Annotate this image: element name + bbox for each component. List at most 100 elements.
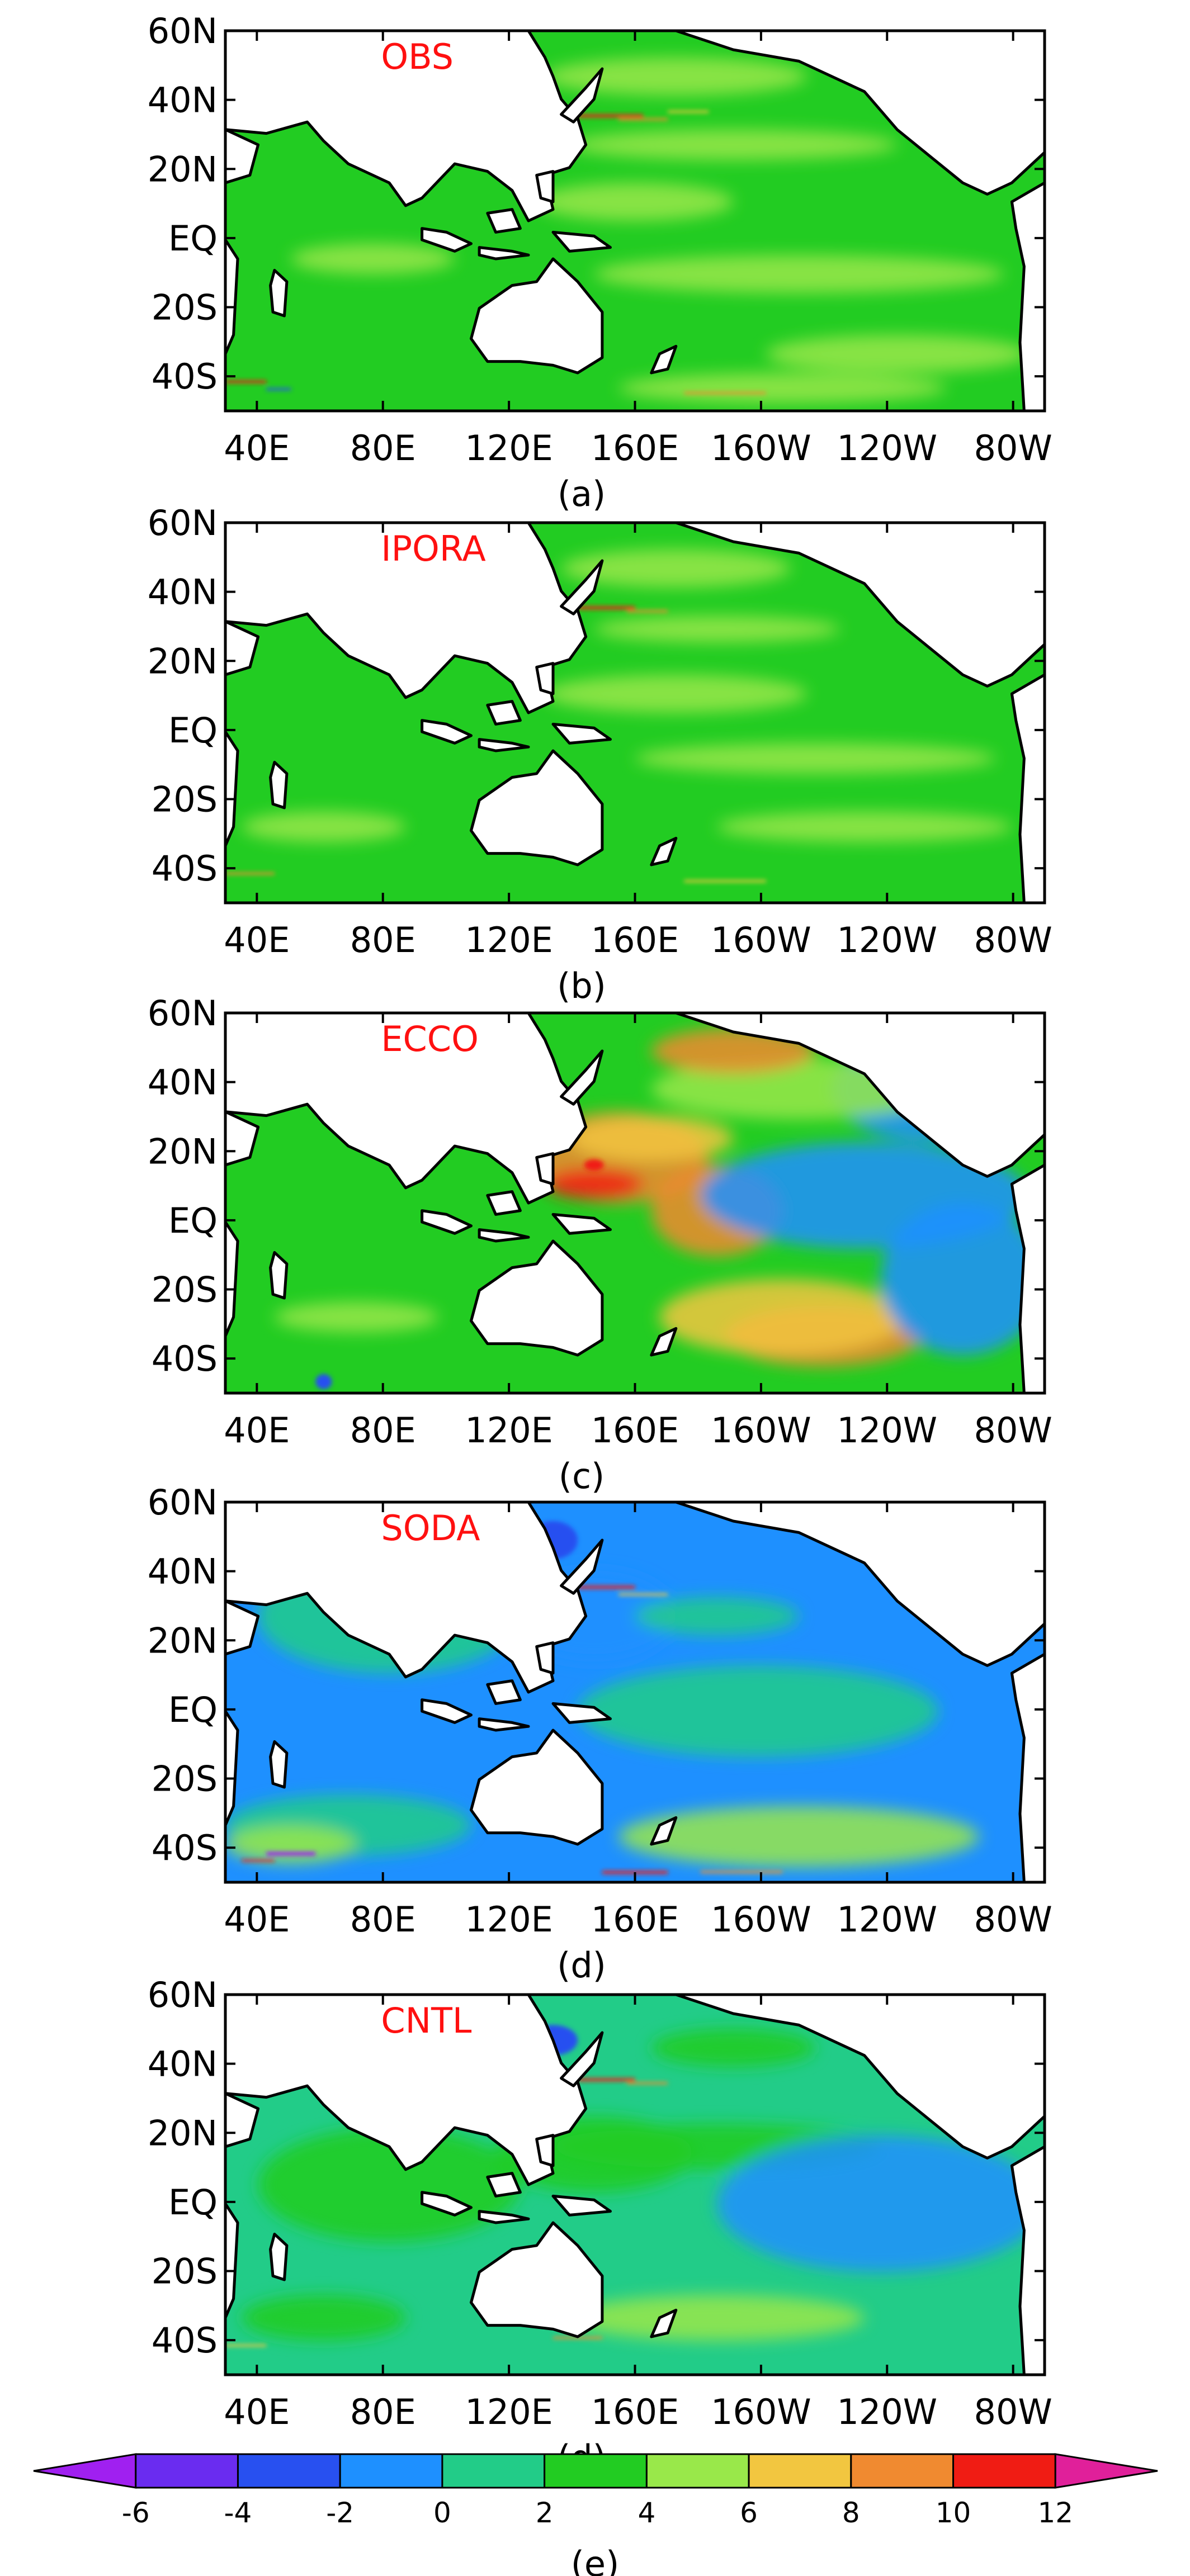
lat-tick-label: 20S	[152, 287, 218, 328]
lat-tick-label: 40S	[152, 1827, 218, 1868]
lat-tick-label: 20N	[148, 1131, 218, 1172]
lon-tick-label: 120W	[837, 1410, 937, 1451]
land-mask	[225, 31, 1045, 411]
panel-caption: (c)	[559, 1456, 605, 1497]
lat-tick-label: 60N	[148, 11, 218, 51]
colorbar-swatch	[544, 2453, 648, 2489]
colorbar-tick-label: -6	[122, 2497, 150, 2529]
panel-title: CNTL	[381, 2000, 472, 2041]
panel-caption: (d)	[557, 1945, 606, 1986]
colorbar-tick-label: 4	[638, 2497, 655, 2529]
colorbar: -6 -4 -2 0 2 4 6 8 10 12 (e)	[33, 2453, 1158, 2576]
lon-tick-label: 120E	[465, 1899, 553, 1940]
lat-tick-label: 20S	[152, 1270, 218, 1310]
ocean-field	[225, 1502, 1045, 1882]
lon-tick-label: 160W	[711, 1899, 811, 1940]
colorbar-tick-label: 0	[433, 2497, 451, 2529]
land-mask	[225, 1502, 1045, 1882]
panel-title: OBS	[381, 36, 454, 77]
ocean-field	[225, 31, 1045, 411]
colorbar-swatch	[237, 2453, 341, 2489]
colorbar-swatch	[339, 2453, 443, 2489]
panel-caption: (b)	[557, 965, 606, 1006]
lat-tick-label: EQ	[168, 1689, 218, 1730]
lon-tick-label: 80W	[974, 920, 1052, 960]
colorbar-tick-label: 12	[1037, 2497, 1073, 2529]
ocean-field	[225, 1013, 1045, 1393]
lon-tick-label: 160E	[591, 1410, 679, 1451]
lat-tick-label: 40N	[148, 80, 218, 121]
land-mask	[225, 1013, 1045, 1393]
lon-tick-label: 120E	[465, 920, 553, 960]
panel-title: ECCO	[381, 1019, 479, 1059]
lon-tick-label: 80W	[974, 2392, 1052, 2432]
lat-tick-label: 40N	[148, 572, 218, 613]
lon-tick-label: 80E	[350, 1410, 416, 1451]
lon-tick-label: 40E	[224, 428, 290, 468]
lon-tick-label: 160E	[591, 920, 679, 960]
lon-tick-label: 80W	[974, 1410, 1052, 1451]
lat-tick-label: 20S	[152, 779, 218, 820]
colorbar-tick-label: 10	[936, 2497, 971, 2529]
lat-tick-label: 20N	[148, 2113, 218, 2153]
lon-tick-label: 120W	[837, 2392, 937, 2432]
lon-tick-label: 160W	[711, 1410, 811, 1451]
lon-tick-label: 160E	[591, 428, 679, 468]
lon-tick-label: 40E	[224, 1899, 290, 1940]
lon-tick-label: 120W	[837, 920, 937, 960]
panel-title: IPORA	[381, 528, 485, 569]
lon-tick-label: 40E	[224, 1410, 290, 1451]
lon-tick-label: 40E	[224, 920, 290, 960]
colorbar-tick-label: 6	[740, 2497, 758, 2529]
colorbar-arrow-low	[33, 2453, 137, 2489]
lon-tick-label: 160W	[711, 2392, 811, 2432]
colorbar-tick-label: 8	[842, 2497, 860, 2529]
lon-tick-label: 120W	[837, 1899, 937, 1940]
lat-tick-label: 40S	[152, 356, 218, 397]
panel-caption: (a)	[558, 473, 606, 514]
lon-tick-label: 80W	[974, 428, 1052, 468]
lon-tick-label: 40E	[224, 2392, 290, 2432]
lon-tick-label: 120W	[837, 428, 937, 468]
land-mask	[225, 1995, 1045, 2375]
lat-tick-label: 40N	[148, 1062, 218, 1103]
lon-tick-label: 160E	[591, 2392, 679, 2432]
colorbar-tick-label: -4	[224, 2497, 252, 2529]
lat-tick-label: 20N	[148, 1620, 218, 1661]
lat-tick-label: 40S	[152, 848, 218, 889]
colorbar-arrow-high	[1054, 2453, 1158, 2489]
colorbar-caption: (e)	[571, 2544, 620, 2576]
lat-tick-label: 20N	[148, 641, 218, 681]
lat-tick-label: 60N	[148, 503, 218, 543]
lat-tick-label: EQ	[168, 218, 218, 259]
colorbar-swatch	[441, 2453, 546, 2489]
ocean-field	[225, 1995, 1045, 2375]
lon-tick-label: 160E	[591, 1899, 679, 1940]
lon-tick-label: 80W	[974, 1899, 1052, 1940]
lat-tick-label: 60N	[148, 1974, 218, 2015]
lon-tick-label: 80E	[350, 2392, 416, 2432]
lon-tick-label: 80E	[350, 1899, 416, 1940]
lon-tick-label: 80E	[350, 920, 416, 960]
colorbar-tick-label: -2	[326, 2497, 354, 2529]
lon-tick-label: 120E	[465, 2392, 553, 2432]
lon-tick-label: 160W	[711, 428, 811, 468]
lat-tick-label: 60N	[148, 993, 218, 1034]
lon-tick-label: 120E	[465, 1410, 553, 1451]
land-mask	[225, 523, 1045, 903]
lat-tick-label: 20S	[152, 1759, 218, 1800]
colorbar-swatch	[952, 2453, 1056, 2489]
colorbar-swatch	[645, 2453, 750, 2489]
colorbar-swatch	[850, 2453, 955, 2489]
lat-tick-label: 40N	[148, 1551, 218, 1592]
lat-tick-label: 20S	[152, 2251, 218, 2292]
lon-tick-label: 160W	[711, 920, 811, 960]
lat-tick-label: 60N	[148, 1482, 218, 1523]
lon-tick-label: 120E	[465, 428, 553, 468]
